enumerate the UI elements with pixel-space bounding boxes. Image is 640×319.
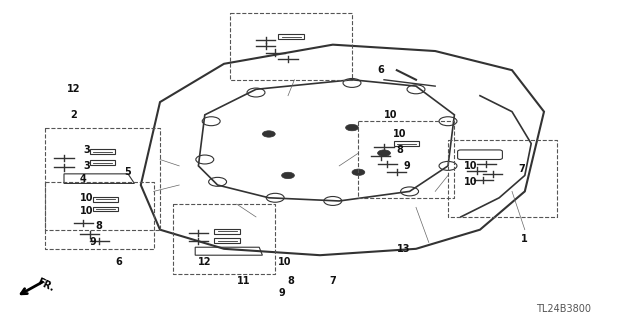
Bar [90, 160, 115, 165]
Circle shape [352, 169, 365, 175]
Text: 6: 6 [115, 256, 122, 267]
Text: 13: 13 [396, 244, 410, 254]
Circle shape [346, 124, 358, 131]
Text: 8: 8 [397, 145, 403, 155]
Bar [93, 207, 118, 211]
Bar [90, 149, 115, 154]
Text: 10: 10 [463, 161, 477, 171]
Text: 10: 10 [79, 193, 93, 203]
Text: 10: 10 [79, 205, 93, 216]
Text: 11: 11 [236, 276, 250, 286]
Circle shape [378, 150, 390, 156]
Text: 10: 10 [383, 110, 397, 120]
Text: 10: 10 [393, 129, 407, 139]
Bar [214, 239, 240, 243]
Text: 8: 8 [288, 276, 294, 286]
Text: 10: 10 [463, 177, 477, 187]
Bar [214, 229, 240, 234]
Text: 12: 12 [198, 256, 212, 267]
Text: 9: 9 [278, 288, 285, 299]
Text: FR.: FR. [35, 277, 56, 294]
Text: 3: 3 [83, 161, 90, 171]
Text: 5: 5 [125, 167, 131, 177]
Text: 8: 8 [96, 221, 102, 232]
Text: 3: 3 [83, 145, 90, 155]
Text: TL24B3800: TL24B3800 [536, 304, 591, 315]
Text: 1: 1 [522, 234, 528, 244]
Text: 10: 10 [278, 256, 292, 267]
Text: 9: 9 [403, 161, 410, 171]
Text: 7: 7 [518, 164, 525, 174]
Text: 4: 4 [80, 174, 86, 184]
Text: 9: 9 [90, 237, 96, 248]
Text: 12: 12 [67, 84, 81, 94]
Bar [278, 34, 304, 39]
Circle shape [282, 172, 294, 179]
Text: 6: 6 [378, 65, 384, 75]
Text: 2: 2 [70, 110, 77, 120]
Text: 7: 7 [330, 276, 336, 286]
Bar [394, 141, 419, 146]
Circle shape [262, 131, 275, 137]
Bar [93, 197, 118, 202]
